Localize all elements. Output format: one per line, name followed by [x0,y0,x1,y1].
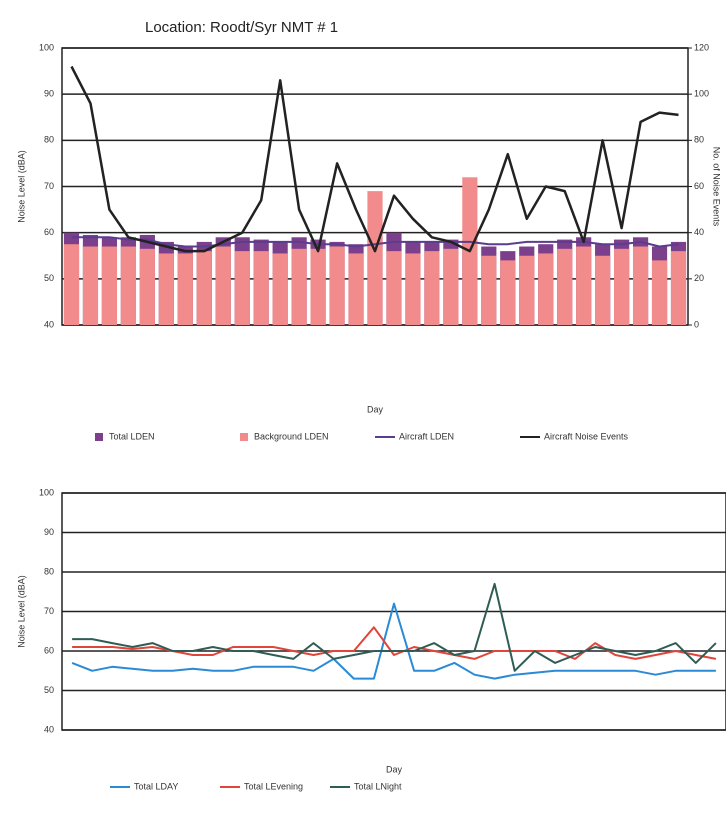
bar [101,246,118,325]
y-tick-label: 50 [44,685,54,695]
bar [215,246,231,325]
y2-axis-label: No. of Noise Events [712,147,722,227]
legend-label: Aircraft Noise Events [544,431,629,441]
y-tick-label: 50 [44,273,54,283]
bar [367,191,383,325]
y2-tick-label: 120 [694,42,709,52]
y-tick-label: 60 [44,645,54,655]
y2-tick-label: 40 [694,227,704,237]
legend-label: Total LDEN [109,431,155,441]
bar [82,246,99,325]
bar [177,253,193,325]
legend-label: Total LNight [354,781,402,791]
legend-swatch [95,433,103,441]
y-tick-label: 40 [44,724,54,734]
bar [63,244,80,325]
bar [291,248,307,325]
bar [651,260,668,325]
chart-title: Location: Roodt/Syr NMT # 1 [145,19,338,36]
bar [595,255,611,325]
line [71,236,679,248]
bar [405,253,421,325]
legend-label: Aircraft LDEN [399,431,454,441]
y-tick-label: 100 [39,487,54,497]
y-tick-label: 70 [44,606,54,616]
bar [272,253,288,325]
y2-tick-label: 20 [694,273,704,283]
bar [310,248,326,325]
bar [253,251,269,325]
bar [519,255,535,325]
legend-label: Total LEvening [244,781,303,791]
legend-label: Total LDAY [134,781,178,791]
y-tick-label: 90 [44,527,54,537]
y-tick-label: 90 [44,89,54,99]
y-tick-label: 80 [44,566,54,576]
bar [614,248,630,325]
y-tick-label: 100 [39,42,54,52]
bar [329,246,345,325]
bar [443,248,459,325]
y2-tick-label: 80 [694,135,704,145]
bar [538,253,554,325]
y-tick-label: 60 [44,227,54,237]
bar [139,248,155,325]
bar [670,251,687,325]
bar [234,251,250,325]
bar [500,260,516,325]
line [71,602,716,680]
bar [348,253,364,325]
bar [481,255,497,325]
bar [120,246,136,325]
y2-tick-label: 100 [694,89,709,99]
line [72,582,717,672]
y-tick-label: 70 [44,181,54,191]
x-axis-label: Day [386,764,403,774]
bar [424,251,440,325]
y2-tick-label: 0 [694,319,699,329]
bar [386,251,402,325]
y-axis-label: Noise Level (dBA) [16,150,26,223]
bar [158,253,174,325]
legend-label: Background LDEN [254,431,329,441]
bar [557,248,573,325]
y-tick-label: 40 [44,319,54,329]
bar [196,251,212,325]
x-axis-label: Day [367,404,384,414]
legend-swatch [240,433,248,441]
line [70,65,679,253]
line [72,626,717,660]
bar [632,246,649,325]
y-tick-label: 80 [44,135,54,145]
y2-tick-label: 60 [694,181,704,191]
bar [576,246,592,325]
y-axis-label: Noise Level (dBA) [16,575,26,648]
